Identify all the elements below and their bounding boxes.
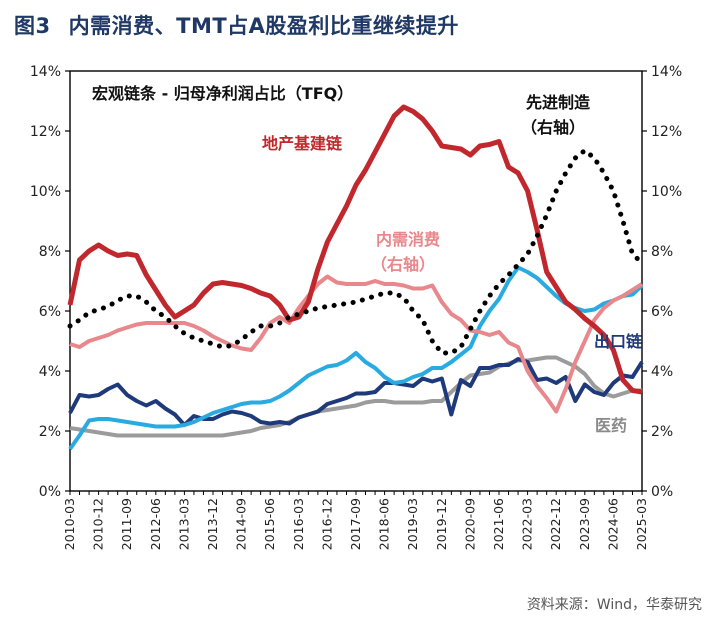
series-line-地产基建链 [67, 104, 643, 395]
x-tick-label: 2016-03 [291, 498, 306, 550]
x-tick-label: 2013-03 [176, 498, 191, 550]
left-y-tick-label: 0% [39, 484, 61, 500]
label-consumer-line1: 内需消费 [376, 230, 440, 249]
left-y-tick-label: 12% [30, 124, 61, 140]
left-y-axis: 0% 2% 4% 6% 8% 10% 12% 14% [30, 64, 70, 500]
x-tick-label: 2018-06 [377, 498, 392, 550]
left-y-tick-label: 14% [30, 64, 61, 80]
right-y-tick-label: 6% [651, 304, 673, 320]
figure-number: 图3 [14, 14, 51, 38]
right-y-tick-label: 12% [651, 124, 682, 140]
left-y-tick-label: 2% [39, 424, 61, 440]
left-y-tick-label: 4% [39, 364, 61, 380]
x-tick-label: 2024-06 [605, 498, 620, 550]
x-tick-label: 2025-03 [634, 498, 649, 550]
left-y-tick-label: 8% [39, 244, 61, 260]
x-tick-label: 2022-03 [520, 498, 535, 550]
x-tick-label: 2019-12 [434, 498, 449, 550]
right-y-tick-label: 10% [651, 184, 682, 200]
series-line-出口链 [68, 357, 644, 427]
x-tick-label: 2020-09 [462, 498, 477, 550]
series-line-医药 [69, 355, 642, 438]
x-tick-label: 2021-06 [491, 498, 506, 550]
right-y-axis: 0% 2% 4% 6% 8% 10% 12% 14% [642, 64, 682, 500]
x-tick-label: 2010-12 [91, 498, 106, 550]
label-consumer-line2: （右轴） [371, 255, 435, 274]
series-layer [67, 104, 645, 451]
figure-title-text: 内需消费、TMT占A股盈利比重继续提升 [68, 14, 459, 38]
left-y-tick-label: 10% [30, 184, 61, 200]
chart-title: 宏观链条 - 归母净利润占比（TFQ） [92, 84, 353, 103]
right-y-tick-label: 2% [651, 424, 673, 440]
right-y-tick-label: 14% [651, 64, 682, 80]
x-tick-label: 2013-12 [205, 498, 220, 550]
x-tick-label: 2014-09 [234, 498, 249, 550]
right-y-tick-label: 0% [651, 484, 673, 500]
series-line-内需消费 [69, 274, 644, 414]
x-tick-label: 2012-06 [148, 498, 163, 550]
right-y-tick-label: 8% [651, 244, 673, 260]
x-tick-label: 2016-12 [319, 498, 334, 550]
x-tick-label: 2010-03 [62, 498, 77, 550]
label-export-chain: 出口链 [594, 332, 643, 351]
x-tick-label: 2015-06 [262, 498, 277, 550]
x-tick-label: 2022-12 [548, 498, 563, 550]
x-tick-label: 2019-03 [405, 498, 420, 550]
x-tick-label: 2023-09 [577, 498, 592, 550]
figure-title: 图3 内需消费、TMT占A股盈利比重继续提升 [14, 10, 459, 40]
source-note: 资料来源：Wind，华泰研究 [526, 597, 702, 613]
series-line-TMT [68, 265, 644, 451]
annotations: 地产基建链 内需消费 （右轴） 先进制造 （右轴） 出口链 医药 [262, 93, 643, 435]
label-pharma: 医药 [595, 416, 627, 435]
label-real-estate-chain: 地产基建链 [262, 134, 343, 153]
label-advanced-mfg-line1: 先进制造 [526, 93, 591, 112]
x-tick-label: 2017-09 [348, 498, 363, 550]
x-axis: 2010-03 2010-12 2011-09 2012-06 2013-03 2013-… [62, 491, 649, 550]
left-y-tick-label: 6% [39, 304, 61, 320]
right-y-tick-label: 4% [651, 364, 673, 380]
x-tick-label: 2011-09 [119, 498, 134, 550]
label-advanced-mfg-line2: （右轴） [521, 118, 585, 137]
